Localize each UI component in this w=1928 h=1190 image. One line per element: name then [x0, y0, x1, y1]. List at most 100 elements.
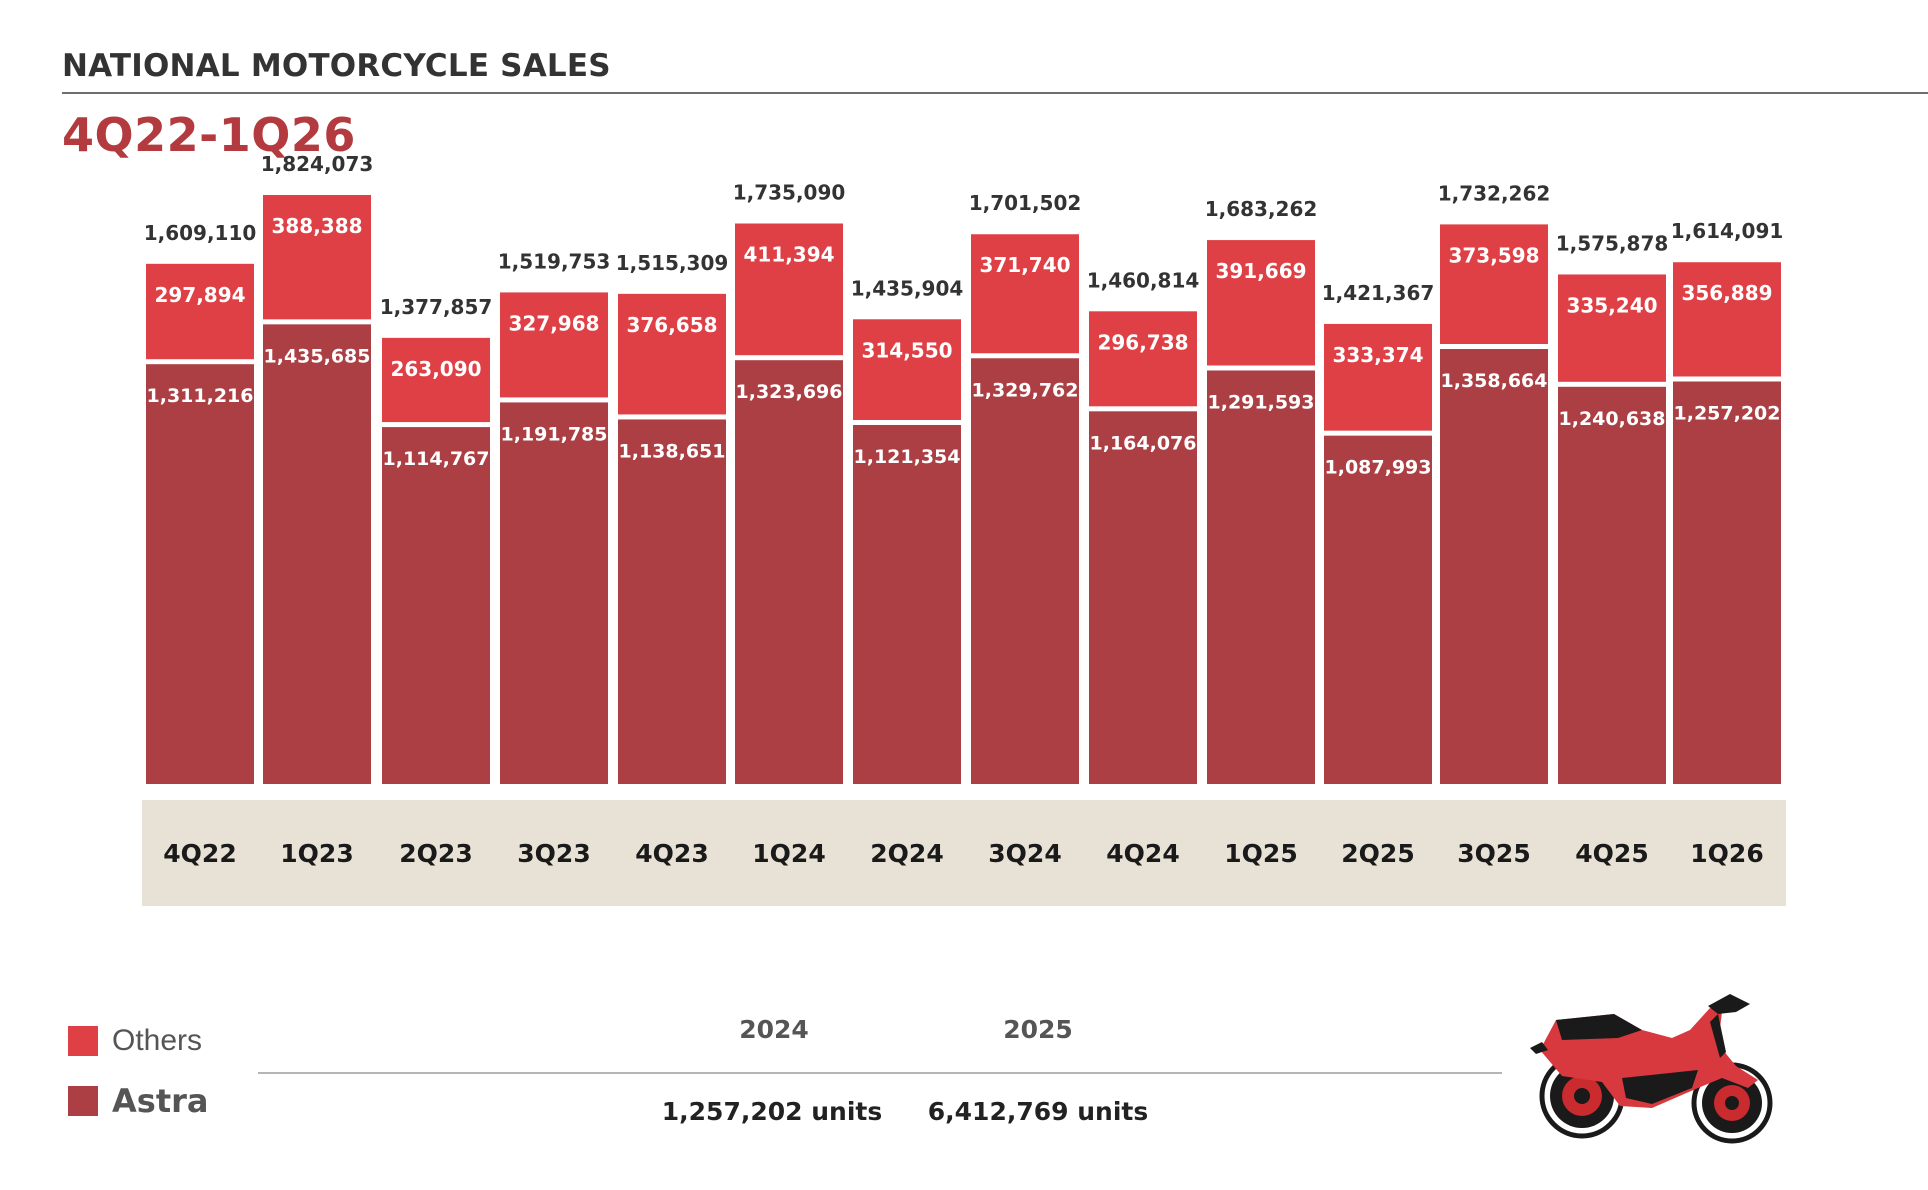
data-label-astra: 1,435,685: [264, 345, 371, 367]
bar-astra-4Q25: [1558, 386, 1666, 784]
bar-astra-3Q23: [500, 402, 608, 784]
bar-others-3Q24: [971, 234, 1079, 354]
data-label-astra: 1,311,216: [147, 385, 254, 407]
data-label-total: 1,609,110: [144, 221, 257, 245]
data-label-others: 373,598: [1448, 243, 1539, 267]
data-label-total: 1,701,502: [969, 191, 1082, 215]
category-label: 3Q25: [1457, 839, 1530, 868]
bar-others-4Q22: [146, 263, 254, 360]
data-label-total: 1,683,262: [1205, 197, 1318, 221]
bar-astra-1Q24: [735, 360, 843, 784]
bar-astra-4Q24: [1089, 411, 1197, 784]
legend-label-astra: Astra: [112, 1082, 209, 1120]
data-label-total: 1,732,262: [1438, 181, 1551, 205]
bar-others-3Q25: [1440, 224, 1548, 345]
legend-swatch-others: [68, 1026, 98, 1056]
scooter-icon: [1530, 994, 1773, 1144]
data-label-astra: 1,257,202: [1674, 402, 1781, 424]
summary-year-2024: 2024: [739, 1015, 809, 1044]
legend-item-others: Others: [68, 1018, 208, 1064]
data-label-total: 1,435,904: [851, 276, 964, 300]
category-label: 4Q23: [635, 839, 708, 868]
data-label-others: 388,388: [271, 214, 362, 238]
data-label-others: 297,894: [154, 283, 245, 307]
category-label: 4Q24: [1106, 839, 1179, 868]
title-divider: [62, 92, 1928, 94]
data-label-others: 356,889: [1681, 281, 1772, 305]
page-title: NATIONAL MOTORCYCLE SALES: [62, 48, 611, 84]
data-label-astra: 1,121,354: [854, 446, 961, 468]
summary-year-2025: 2025: [1003, 1015, 1073, 1044]
category-label: 3Q23: [517, 839, 590, 868]
summary-units-2025: 6,412,769 units: [927, 1097, 1149, 1126]
bar-others-4Q23: [618, 293, 726, 415]
category-label: 1Q23: [280, 839, 353, 868]
data-label-others: 314,550: [861, 338, 952, 362]
data-label-astra: 1,329,762: [972, 379, 1079, 401]
data-label-astra: 1,291,593: [1208, 391, 1315, 413]
bar-others-2Q24: [853, 319, 961, 420]
data-label-total: 1,824,073: [261, 152, 374, 176]
data-label-others: 411,394: [743, 242, 834, 266]
bar-others-1Q23: [263, 195, 371, 320]
data-label-astra: 1,087,993: [1325, 457, 1432, 479]
data-label-others: 376,658: [626, 313, 717, 337]
bar-astra-4Q23: [618, 419, 726, 784]
data-label-astra: 1,240,638: [1559, 408, 1666, 430]
bar-astra-3Q25: [1440, 349, 1548, 784]
data-label-astra: 1,114,767: [383, 448, 490, 470]
data-label-others: 371,740: [979, 253, 1070, 277]
category-label: 2Q24: [870, 839, 943, 868]
legend: Others Astra: [68, 1018, 208, 1138]
data-label-astra: 1,164,076: [1090, 432, 1197, 454]
summary-divider: [258, 1072, 1502, 1074]
data-label-total: 1,519,753: [498, 249, 611, 273]
bar-others-3Q23: [500, 292, 608, 398]
bar-astra-4Q22: [146, 364, 254, 784]
bar-astra-1Q26: [1673, 381, 1781, 784]
data-label-astra: 1,323,696: [736, 381, 843, 403]
bar-astra-2Q24: [853, 424, 961, 784]
data-label-others: 335,240: [1566, 293, 1657, 317]
legend-swatch-astra: [68, 1086, 98, 1116]
data-label-total: 1,460,814: [1087, 268, 1200, 292]
page-subtitle: 4Q22-1Q26: [62, 108, 356, 162]
bar-astra-1Q25: [1207, 370, 1315, 784]
data-label-astra: 1,191,785: [501, 423, 608, 445]
bar-others-1Q24: [735, 223, 843, 356]
data-label-total: 1,575,878: [1556, 231, 1669, 255]
category-label: 1Q24: [752, 839, 825, 868]
category-label: 4Q22: [163, 839, 236, 868]
category-label: 2Q23: [399, 839, 472, 868]
bar-others-1Q26: [1673, 262, 1781, 377]
data-label-others: 327,968: [508, 311, 599, 335]
bar-astra-2Q25: [1324, 435, 1432, 784]
data-label-total: 1,735,090: [733, 180, 846, 204]
legend-label-others: Others: [112, 1024, 203, 1057]
category-label: 1Q25: [1224, 839, 1297, 868]
category-label: 4Q25: [1575, 839, 1648, 868]
data-label-total: 1,377,857: [380, 295, 493, 319]
summary-units-2024: 1,257,202 units: [661, 1097, 883, 1126]
data-label-total: 1,614,091: [1671, 219, 1784, 243]
data-label-others: 296,738: [1097, 330, 1188, 354]
data-label-total: 1,515,309: [616, 251, 729, 275]
bar-astra-1Q23: [263, 324, 371, 784]
data-label-others: 391,669: [1215, 259, 1306, 283]
data-label-astra: 1,138,651: [619, 440, 726, 462]
bar-astra-3Q24: [971, 358, 1079, 784]
data-label-astra: 1,358,664: [1441, 370, 1548, 392]
data-label-total: 1,421,367: [1322, 281, 1435, 305]
category-label: 1Q26: [1690, 839, 1763, 868]
bar-others-1Q25: [1207, 240, 1315, 366]
legend-item-astra: Astra: [68, 1078, 208, 1124]
bar-others-4Q25: [1558, 274, 1666, 382]
data-label-others: 263,090: [390, 357, 481, 381]
bar-astra-2Q23: [382, 427, 490, 784]
category-label: 2Q25: [1341, 839, 1414, 868]
category-label: 3Q24: [988, 839, 1061, 868]
data-label-others: 333,374: [1332, 343, 1423, 367]
bar-others-2Q25: [1324, 323, 1432, 431]
bar-others-4Q24: [1089, 311, 1197, 407]
